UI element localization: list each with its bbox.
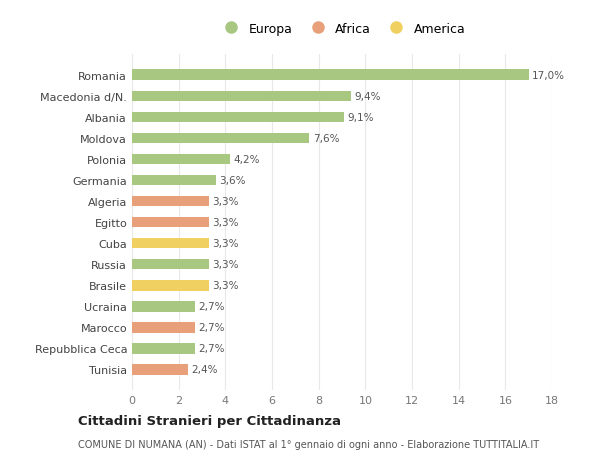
Bar [132, 259, 209, 270]
Bar [132, 322, 195, 333]
Bar [132, 175, 216, 186]
Text: Cittadini Stranieri per Cittadinanza: Cittadini Stranieri per Cittadinanza [78, 414, 341, 428]
Text: 2,7%: 2,7% [199, 323, 225, 333]
Bar [132, 238, 209, 249]
Bar [132, 133, 310, 144]
Bar [132, 112, 344, 123]
Text: COMUNE DI NUMANA (AN) - Dati ISTAT al 1° gennaio di ogni anno - Elaborazione TUT: COMUNE DI NUMANA (AN) - Dati ISTAT al 1°… [78, 440, 539, 449]
Text: 9,4%: 9,4% [355, 92, 382, 101]
Bar [132, 70, 529, 81]
Legend: Europa, Africa, America: Europa, Africa, America [214, 18, 470, 41]
Text: 17,0%: 17,0% [532, 71, 565, 80]
Bar [132, 302, 195, 312]
Text: 3,3%: 3,3% [212, 280, 239, 291]
Text: 2,7%: 2,7% [199, 344, 225, 353]
Text: 2,7%: 2,7% [199, 302, 225, 312]
Text: 3,3%: 3,3% [212, 260, 239, 269]
Text: 7,6%: 7,6% [313, 134, 340, 144]
Bar [132, 196, 209, 207]
Bar [132, 218, 209, 228]
Bar [132, 154, 230, 165]
Bar [132, 280, 209, 291]
Text: 4,2%: 4,2% [233, 155, 260, 165]
Text: 9,1%: 9,1% [348, 112, 374, 123]
Text: 3,3%: 3,3% [212, 239, 239, 249]
Bar [132, 343, 195, 354]
Text: 3,3%: 3,3% [212, 218, 239, 228]
Text: 3,6%: 3,6% [220, 176, 246, 185]
Text: 3,3%: 3,3% [212, 196, 239, 207]
Bar [132, 91, 352, 102]
Text: 2,4%: 2,4% [191, 365, 218, 375]
Bar [132, 364, 188, 375]
